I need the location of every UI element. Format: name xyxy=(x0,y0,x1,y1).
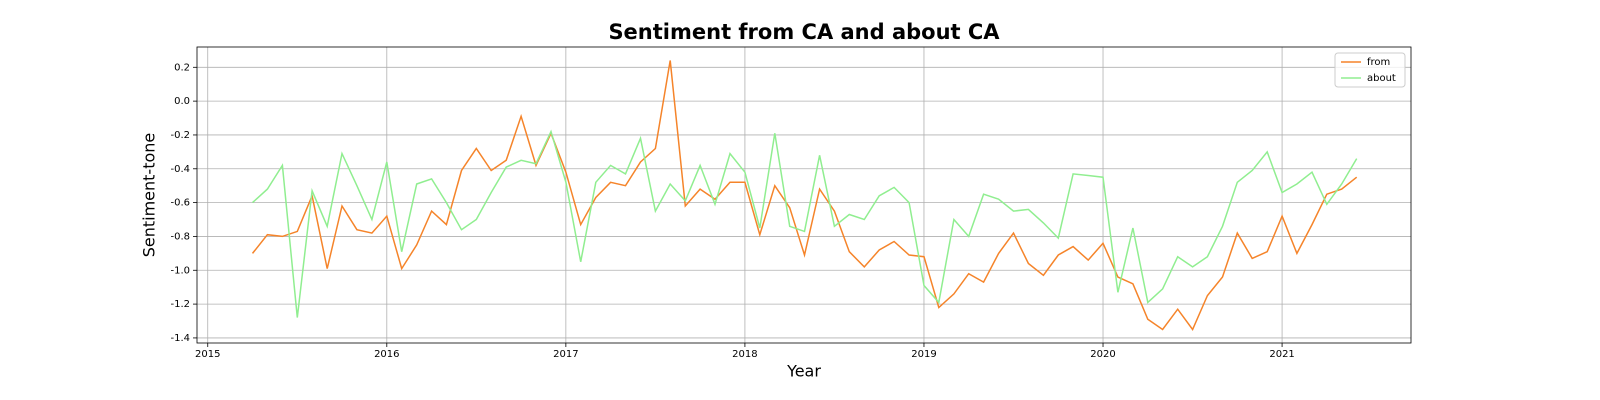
x-tick-label: 2020 xyxy=(1090,349,1115,360)
y-tick-label: -0.6 xyxy=(170,198,190,209)
x-tick-label: 2017 xyxy=(553,349,578,360)
y-tick-label: -0.8 xyxy=(170,231,190,242)
y-tick-label: -0.4 xyxy=(170,164,190,175)
legend-label: from xyxy=(1367,57,1390,68)
series-line xyxy=(251,60,1358,331)
y-tick-label: -1.2 xyxy=(170,299,190,310)
x-tick-label: 2018 xyxy=(732,349,757,360)
series-line xyxy=(251,129,1358,318)
legend-label: about xyxy=(1367,73,1396,84)
x-axis-label: Year xyxy=(786,362,821,381)
y-tick-label: 0.0 xyxy=(174,96,190,107)
x-tick-label: 2021 xyxy=(1269,349,1294,360)
y-tick-label: -1.4 xyxy=(170,333,190,344)
x-tick-label: 2019 xyxy=(911,349,936,360)
y-axis-label: Sentiment-tone xyxy=(140,133,159,258)
chart-title: Sentiment from CA and about CA xyxy=(608,20,1000,44)
x-tick-label: 2015 xyxy=(195,349,220,360)
y-tick-label: -0.2 xyxy=(170,130,190,141)
y-tick-label: 0.2 xyxy=(174,62,190,73)
y-tick-label: -1.0 xyxy=(170,265,190,276)
x-tick-label: 2016 xyxy=(374,349,399,360)
plot-frame xyxy=(196,46,1412,344)
